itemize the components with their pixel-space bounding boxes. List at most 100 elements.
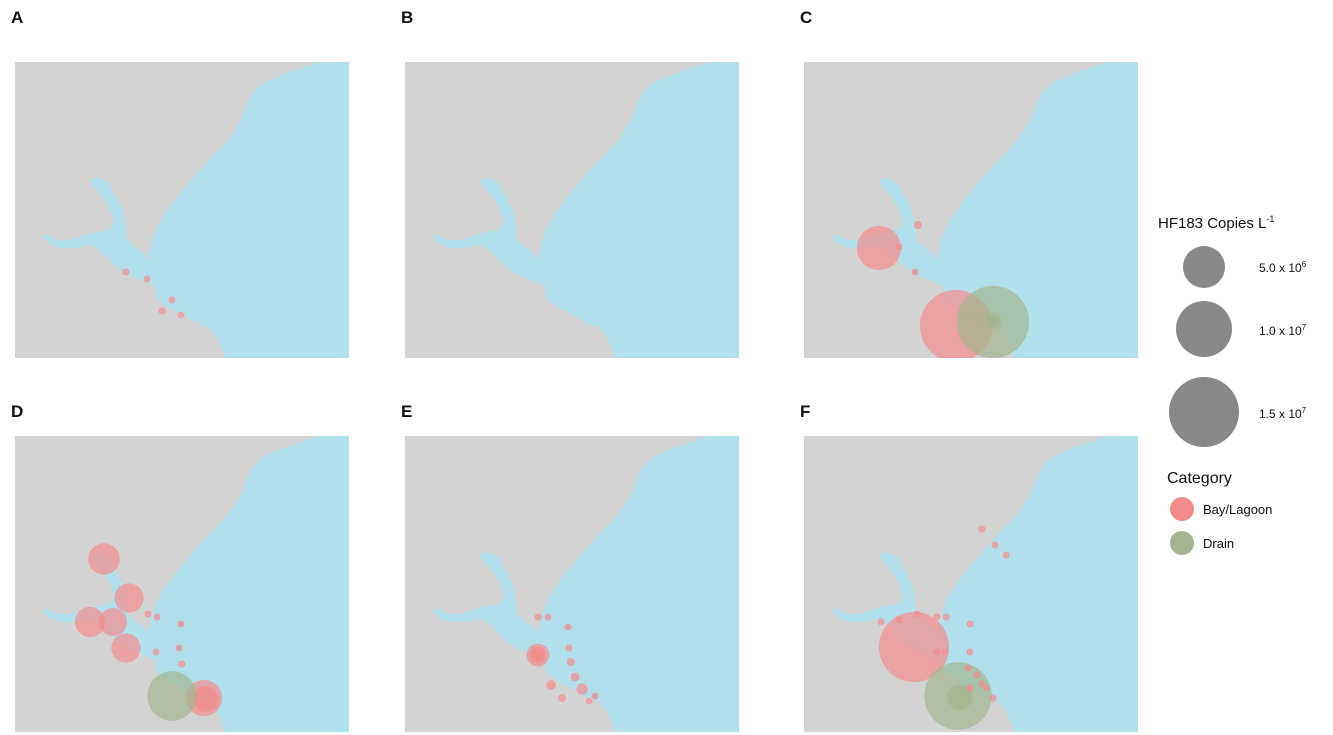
map-panel-f bbox=[804, 436, 1138, 732]
sample-point-bay-lagoon bbox=[177, 620, 185, 628]
lagoon-area bbox=[42, 552, 153, 660]
sample-point-bay-lagoon bbox=[966, 684, 974, 692]
panel-label-c: C bbox=[800, 8, 813, 27]
sample-point-bay-lagoon bbox=[895, 243, 903, 251]
sample-point-bay-lagoon bbox=[544, 613, 552, 621]
size-legend-circle-3 bbox=[1169, 377, 1239, 447]
sample-point-bay-lagoon bbox=[175, 644, 183, 652]
map-b bbox=[405, 62, 739, 358]
size-legend-label-2: 1.0 x 107 bbox=[1259, 323, 1306, 338]
sample-point-bay-lagoon bbox=[576, 683, 588, 695]
sample-point-bay-lagoon bbox=[913, 610, 921, 618]
size-legend-exponent-2: 7 bbox=[1301, 323, 1307, 332]
category-swatch-drain bbox=[1170, 531, 1194, 555]
estuary-channel bbox=[154, 284, 209, 327]
ocean-area bbox=[937, 62, 1138, 358]
category-label-bay-lagoon: Bay/Lagoon bbox=[1203, 502, 1273, 517]
size-legend-label-3: 1.5 x 107 bbox=[1259, 406, 1306, 421]
map-f bbox=[804, 436, 1138, 732]
sample-point-bay-lagoon bbox=[978, 525, 986, 533]
size-legend-title: HF183 Copies L-1 bbox=[1158, 214, 1274, 232]
size-legend-mantissa-1: 5.0 x 10 bbox=[1259, 261, 1302, 275]
sample-point-bay-lagoon bbox=[989, 694, 997, 702]
lagoon-area bbox=[42, 178, 153, 286]
sample-point-bay-lagoon bbox=[933, 613, 941, 621]
map-panel-b bbox=[405, 62, 739, 358]
sample-point-bay-lagoon bbox=[856, 225, 902, 271]
sample-point-bay-lagoon bbox=[911, 268, 919, 276]
panel-label-f: F bbox=[800, 402, 811, 421]
sample-point-bay-lagoon bbox=[111, 633, 141, 663]
lagoon-area bbox=[432, 178, 543, 286]
sample-point-bay-lagoon bbox=[964, 664, 972, 672]
sample-point-bay-lagoon bbox=[565, 644, 573, 652]
sample-point-bay-lagoon bbox=[966, 620, 974, 628]
size-legend-exponent-3: 7 bbox=[1301, 406, 1307, 415]
sample-point-bay-lagoon bbox=[877, 618, 885, 626]
sample-point-bay-lagoon bbox=[973, 671, 981, 679]
ocean-area bbox=[538, 62, 739, 358]
size-legend-circle-2 bbox=[1176, 301, 1232, 357]
sample-point-bay-lagoon bbox=[914, 221, 922, 229]
size-legend-mantissa-2: 1.0 x 10 bbox=[1259, 324, 1302, 338]
sample-point-bay-lagoon bbox=[193, 686, 219, 712]
size-legend-exponent-1: 6 bbox=[1301, 260, 1307, 269]
sample-point-bay-lagoon bbox=[74, 606, 106, 638]
panel-label-a: A bbox=[11, 8, 24, 27]
size-legend-circle-1 bbox=[1183, 246, 1225, 288]
map-panel-a bbox=[15, 62, 349, 358]
estuary-channel bbox=[544, 284, 599, 327]
ocean-area bbox=[937, 436, 1138, 732]
sample-point-bay-lagoon bbox=[879, 612, 949, 682]
sample-point-bay-lagoon bbox=[895, 616, 903, 624]
sample-point-bay-lagoon bbox=[168, 296, 176, 304]
category-label-drain: Drain bbox=[1203, 536, 1235, 551]
sample-point-bay-lagoon bbox=[158, 307, 166, 315]
size-legend-mantissa-3: 1.5 x 10 bbox=[1259, 407, 1302, 421]
sample-point-bay-lagoon bbox=[564, 623, 572, 631]
sample-point-bay-lagoon bbox=[567, 658, 575, 666]
sample-point-bay-lagoon bbox=[570, 672, 580, 682]
sample-point-bay-lagoon bbox=[1002, 551, 1010, 559]
sample-point-drain bbox=[947, 684, 973, 710]
sample-point-bay-lagoon bbox=[942, 613, 950, 621]
sample-point-bay-lagoon bbox=[178, 660, 186, 668]
sample-point-bay-lagoon bbox=[991, 541, 999, 549]
map-e bbox=[405, 436, 739, 732]
size-legend-title-text: HF183 Copies L bbox=[1158, 215, 1267, 232]
panel-label-e: E bbox=[401, 402, 413, 421]
sample-point-bay-lagoon bbox=[558, 694, 566, 702]
ocean-area bbox=[538, 436, 739, 732]
size-legend-label-1: 5.0 x 106 bbox=[1259, 260, 1306, 275]
map-a bbox=[15, 62, 349, 358]
sample-point-bay-lagoon bbox=[152, 648, 160, 656]
sample-point-bay-lagoon bbox=[933, 648, 941, 656]
sample-point-bay-lagoon bbox=[114, 583, 144, 613]
map-panel-e bbox=[405, 436, 739, 732]
category-legend-title: Category bbox=[1167, 470, 1232, 487]
panel-label-b: B bbox=[401, 8, 414, 27]
sample-point-bay-lagoon bbox=[99, 608, 127, 636]
sample-point-bay-lagoon bbox=[122, 268, 130, 276]
sample-point-bay-lagoon bbox=[144, 610, 152, 618]
category-swatch-bay-lagoon bbox=[1170, 497, 1194, 521]
sample-point-bay-lagoon bbox=[941, 648, 949, 656]
sample-point-bay-lagoon bbox=[591, 692, 599, 700]
sample-point-bay-lagoon bbox=[546, 680, 556, 690]
sample-point-bay-lagoon bbox=[88, 543, 120, 575]
map-d bbox=[15, 436, 349, 732]
ocean-area bbox=[148, 62, 349, 358]
sample-point-bay-lagoon bbox=[143, 275, 151, 283]
map-panel-c bbox=[804, 62, 1138, 358]
sample-point-bay-lagoon bbox=[585, 697, 593, 705]
panel-label-d: D bbox=[11, 402, 24, 421]
sample-point-drain bbox=[989, 317, 997, 325]
sample-point-bay-lagoon bbox=[532, 649, 544, 661]
sample-point-bay-lagoon bbox=[982, 684, 990, 692]
lagoon-area bbox=[432, 552, 543, 660]
sample-point-bay-lagoon bbox=[177, 311, 185, 319]
sample-point-bay-lagoon bbox=[966, 648, 974, 656]
map-c bbox=[804, 62, 1138, 358]
sample-point-bay-lagoon bbox=[534, 613, 542, 621]
sample-point-bay-lagoon bbox=[153, 613, 161, 621]
